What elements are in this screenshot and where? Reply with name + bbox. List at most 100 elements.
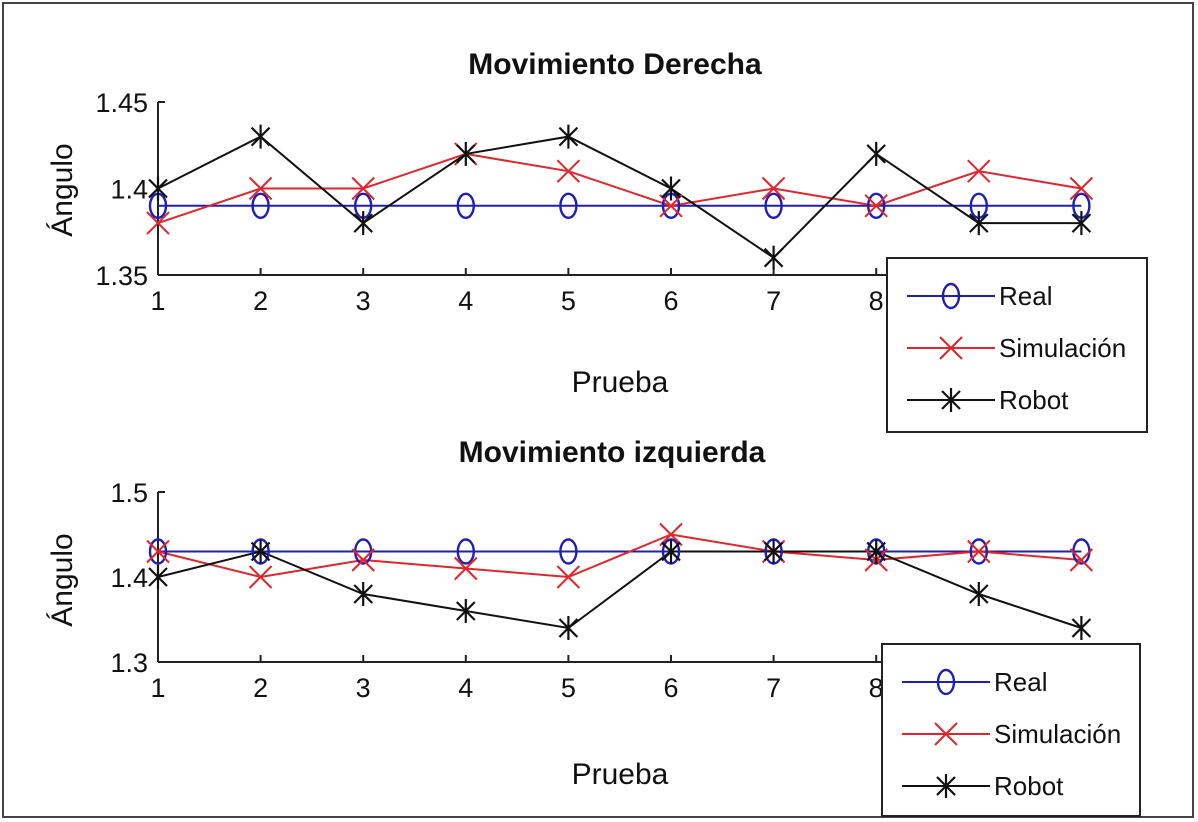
circle-marker-icon — [251, 192, 270, 220]
star-marker-icon — [1071, 616, 1092, 640]
x-tick-label: 5 — [561, 673, 576, 703]
x-marker-icon — [659, 194, 683, 218]
legend-item-real: Real — [907, 281, 1052, 311]
star-marker-icon — [558, 124, 579, 149]
x-marker-icon — [1069, 176, 1094, 201]
x-marker-icon — [146, 211, 170, 235]
x-marker-icon — [556, 565, 581, 589]
x-marker-icon — [967, 159, 991, 183]
y-axis-label: Ángulo — [46, 533, 79, 626]
star-marker-icon — [1071, 211, 1092, 236]
x-tick-label: 6 — [663, 286, 678, 316]
star-marker-icon — [250, 539, 271, 564]
star-marker-icon — [353, 211, 373, 236]
legend-label: Simulación — [994, 719, 1121, 749]
y-tick-label: 1.5 — [110, 478, 148, 508]
plot-title: Movimiento izquierda — [459, 436, 766, 469]
star-marker-icon — [661, 176, 681, 201]
star-marker-icon — [661, 539, 681, 564]
x-tick-label: 6 — [663, 673, 678, 703]
x-marker-icon — [248, 565, 273, 589]
axes: 1.35 1.4 1.45 1 2 3 4 5 6 7 8 — [95, 88, 1092, 316]
legend-item-simulación: Simulación — [907, 333, 1126, 363]
x-tick-label: 7 — [766, 286, 781, 316]
star-marker-icon — [148, 176, 168, 201]
legend-item-real: Real — [902, 667, 1047, 697]
star-marker-icon — [763, 539, 784, 564]
star-marker-icon — [456, 599, 476, 623]
x-tick-label: 4 — [458, 673, 473, 703]
legend-label: Simulación — [999, 333, 1126, 363]
x-axis-label: Prueba — [572, 758, 669, 791]
x-marker-icon — [351, 176, 375, 201]
circle-marker-icon — [941, 282, 961, 310]
legend-label: Real — [999, 281, 1052, 311]
x-tick-label: 1 — [150, 286, 165, 316]
x-marker-icon — [351, 548, 375, 572]
plot-title: Movimiento Derecha — [468, 48, 762, 81]
star-marker-icon — [866, 539, 886, 564]
x-tick-label: 2 — [253, 673, 268, 703]
x-marker-icon — [556, 159, 581, 183]
legend-item-robot: Robot — [902, 771, 1064, 801]
y-tick-label: 1.3 — [110, 648, 148, 678]
legend: Real Simulación Robot — [886, 257, 1148, 433]
circle-marker-icon — [936, 668, 956, 696]
series-lines — [146, 124, 1094, 270]
x-marker-icon — [454, 556, 478, 581]
x-marker-icon — [146, 539, 170, 564]
series-robot — [157, 135, 1082, 259]
circle-marker-icon — [867, 192, 886, 220]
star-marker-icon — [969, 211, 989, 236]
circle-marker-icon — [456, 538, 475, 565]
series-robot — [157, 550, 1082, 630]
x-tick-label: 7 — [766, 673, 781, 703]
legend-item-robot: Robot — [907, 385, 1069, 415]
legend-label: Real — [994, 667, 1047, 697]
star-marker-icon — [941, 388, 961, 412]
x-marker-icon — [1069, 548, 1094, 572]
legend-label: Robot — [999, 385, 1069, 415]
y-tick-label: 1.45 — [95, 88, 148, 118]
x-marker-icon — [934, 722, 958, 746]
x-tick-label: 8 — [869, 286, 884, 316]
x-tick-label: 3 — [356, 673, 371, 703]
circle-marker-icon — [456, 192, 475, 220]
circle-marker-icon — [148, 538, 168, 565]
x-marker-icon — [248, 176, 273, 201]
x-marker-icon — [939, 336, 963, 360]
star-marker-icon — [456, 141, 476, 166]
plot-movimiento-izquierda: Movimiento izquierda 1.3 1.4 1.5 1 2 3 4 5 6 7 8 P… — [46, 436, 1141, 817]
circle-marker-icon — [559, 538, 578, 565]
star-marker-icon — [558, 616, 579, 640]
circle-marker-icon — [764, 192, 783, 220]
star-marker-icon — [969, 582, 989, 606]
star-marker-icon — [353, 582, 373, 606]
star-marker-icon — [936, 774, 956, 798]
series-lines — [146, 522, 1094, 640]
y-tick-label: 1.4 — [110, 563, 148, 593]
y-axis-label: Ángulo — [46, 143, 79, 236]
x-marker-icon — [864, 194, 888, 218]
y-tick-label: 1.35 — [95, 261, 148, 291]
star-marker-icon — [763, 245, 784, 270]
x-axis-label: Prueba — [572, 366, 669, 399]
x-tick-label: 4 — [458, 286, 473, 316]
star-marker-icon — [250, 124, 271, 149]
y-tick-label: 1.4 — [110, 175, 148, 205]
x-marker-icon — [967, 539, 991, 564]
legend-item-simulación: Simulación — [902, 719, 1121, 749]
circle-marker-icon — [969, 538, 988, 565]
x-tick-label: 5 — [561, 286, 576, 316]
x-tick-label: 1 — [150, 673, 165, 703]
star-marker-icon — [866, 141, 886, 166]
x-marker-icon — [659, 522, 683, 547]
legend: Real Simulación Robot — [881, 643, 1141, 817]
star-marker-icon — [148, 565, 168, 589]
x-tick-label: 3 — [356, 286, 371, 316]
series-simulación — [157, 152, 1082, 225]
x-tick-label: 2 — [253, 286, 268, 316]
circle-marker-icon — [559, 192, 578, 220]
x-tick-label: 8 — [869, 673, 884, 703]
